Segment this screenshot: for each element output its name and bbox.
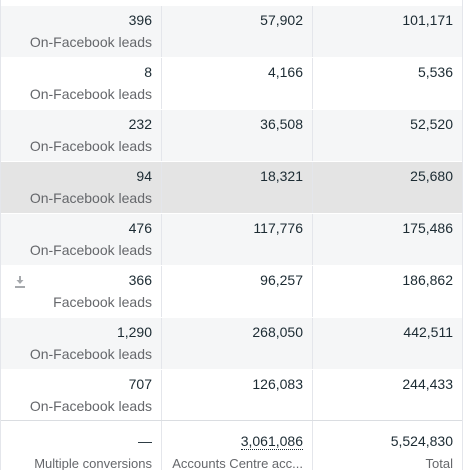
table-row[interactable]: 707 On-Facebook leads 126,083 244,433	[1, 370, 470, 422]
download-icon[interactable]	[14, 275, 26, 289]
table-row[interactable]: 232 On-Facebook leads 36,508 52,520	[1, 110, 470, 162]
impressions-cell[interactable]: 442,511	[313, 318, 463, 369]
reach-cell[interactable]: 117,776	[162, 214, 313, 265]
table-row[interactable]: 396 On-Facebook leads 57,902 101,171	[1, 6, 470, 58]
result-type-label: On-Facebook leads	[29, 138, 152, 154]
reach-cell[interactable]: 4,166	[162, 58, 313, 109]
results-total-value: —	[138, 433, 152, 449]
results-cell[interactable]: 396 On-Facebook leads	[1, 6, 162, 57]
results-cell[interactable]: 707 On-Facebook leads	[1, 370, 162, 421]
reach-cell[interactable]: 57,902	[162, 6, 313, 57]
impressions-value: 5,536	[417, 64, 453, 80]
reach-cell[interactable]: 36,508	[162, 110, 313, 161]
impressions-cell[interactable]: 5,536	[313, 58, 463, 109]
results-cell[interactable]: 476 On-Facebook leads	[1, 214, 162, 265]
scrollbar-track[interactable]	[462, 0, 470, 470]
impressions-cell[interactable]: 101,171	[313, 6, 463, 57]
table-row[interactable]: 1,290 On-Facebook leads 268,050 442,511	[1, 318, 470, 370]
table-row[interactable]: 94 On-Facebook leads 18,321 25,680	[1, 162, 470, 214]
impressions-cell[interactable]: 186,862	[313, 266, 463, 317]
results-value: 707	[128, 376, 152, 392]
results-value: 366	[128, 272, 152, 288]
impressions-value: 442,511	[403, 324, 453, 340]
impressions-value: 244,433	[402, 376, 453, 392]
reach-value: 96,257	[260, 272, 303, 288]
impressions-cell[interactable]: 244,433	[313, 370, 463, 421]
impressions-value: 25,680	[410, 168, 453, 184]
reach-cell[interactable]: 126,083	[162, 370, 313, 421]
impressions-value: 52,520	[410, 116, 453, 132]
impressions-total-value: 5,524,830	[390, 433, 453, 449]
reach-value: 268,050	[252, 324, 303, 340]
impressions-cell[interactable]: 25,680	[313, 162, 463, 213]
reach-total-cell: 3,061,086 Accounts Centre acc...	[162, 421, 313, 470]
results-total-label: Multiple conversions	[34, 456, 152, 470]
reach-cell[interactable]: 96,257	[162, 266, 313, 317]
results-value: 396	[128, 12, 152, 28]
results-value: 232	[128, 116, 152, 132]
reach-value: 4,166	[267, 64, 303, 80]
reach-cell[interactable]: 18,321	[162, 162, 313, 213]
reach-total-label: Accounts Centre acc...	[172, 456, 303, 470]
reach-value: 36,508	[260, 116, 303, 132]
results-cell[interactable]: 232 On-Facebook leads	[1, 110, 162, 161]
reach-value: 57,902	[260, 12, 303, 28]
impressions-value: 186,862	[402, 272, 453, 288]
table-footer-totals: — Multiple conversions 3,061,086 Account…	[1, 420, 470, 470]
result-type-label: On-Facebook leads	[29, 190, 152, 206]
results-cell[interactable]: 8 On-Facebook leads	[1, 58, 162, 109]
impressions-total-label: Total	[425, 456, 453, 470]
results-cell[interactable]: 94 On-Facebook leads	[1, 162, 162, 213]
table-row[interactable]: 8 On-Facebook leads 4,166 5,536	[1, 58, 470, 110]
result-type-label: Facebook leads	[53, 294, 152, 310]
result-type-label: On-Facebook leads	[29, 34, 152, 50]
table-row[interactable]: 366 Facebook leads 96,257 186,862	[1, 266, 470, 318]
results-cell[interactable]: 1,290 On-Facebook leads	[1, 318, 162, 369]
impressions-cell[interactable]: 52,520	[313, 110, 463, 161]
result-type-label: On-Facebook leads	[29, 86, 152, 102]
result-type-label: On-Facebook leads	[29, 242, 152, 258]
result-type-label: On-Facebook leads	[29, 346, 152, 362]
results-value: 1,290	[116, 324, 152, 340]
results-value: 8	[144, 64, 152, 80]
impressions-total-cell: 5,524,830 Total	[313, 421, 463, 470]
impressions-value: 101,171	[402, 12, 453, 28]
reach-value: 126,083	[252, 376, 303, 392]
result-type-label: On-Facebook leads	[29, 398, 152, 414]
reach-cell[interactable]: 268,050	[162, 318, 313, 369]
reach-total-value[interactable]: 3,061,086	[240, 433, 303, 450]
results-value: 94	[136, 168, 152, 184]
impressions-value: 175,486	[402, 220, 453, 236]
results-cell[interactable]: 366 Facebook leads	[1, 266, 162, 317]
results-total-cell: — Multiple conversions	[1, 421, 162, 470]
table-row[interactable]: 476 On-Facebook leads 117,776 175,486	[1, 214, 470, 266]
reach-value: 18,321	[260, 168, 303, 184]
impressions-cell[interactable]: 175,486	[313, 214, 463, 265]
results-value: 476	[128, 220, 152, 236]
reach-value: 117,776	[253, 220, 303, 236]
